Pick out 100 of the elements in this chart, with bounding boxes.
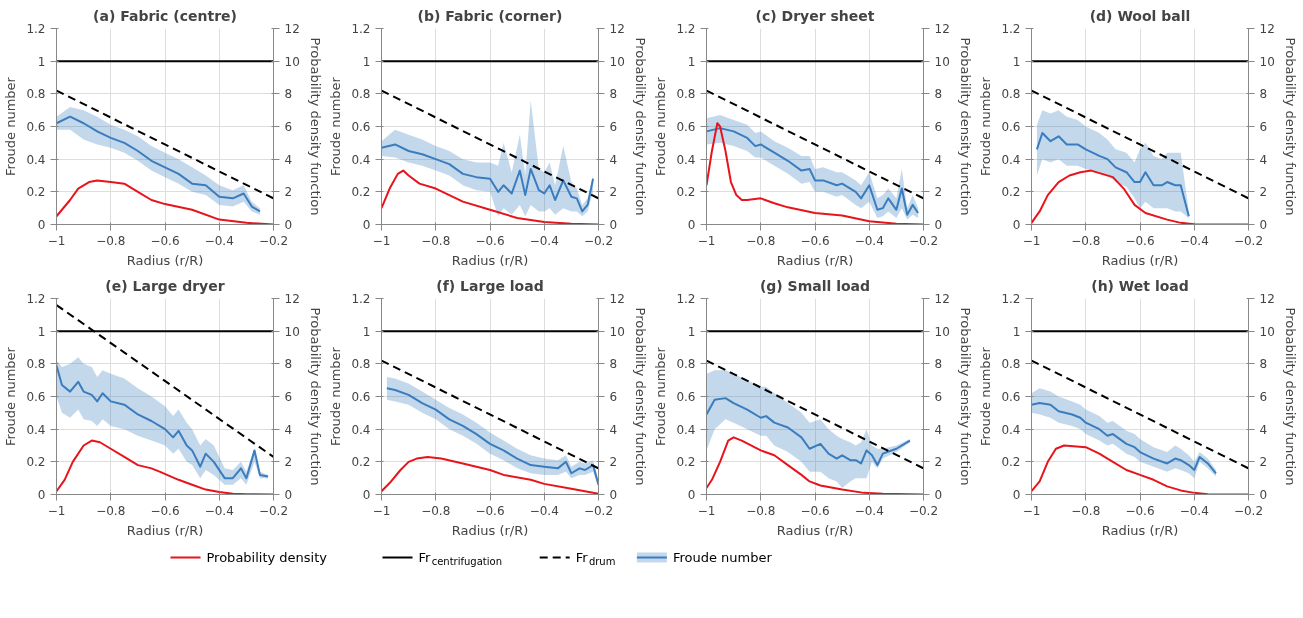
y-tick-label: 0.2 — [1001, 185, 1021, 200]
chart-title: (c) Dryer sheet — [755, 7, 875, 24]
y-tick-label: 1 — [687, 54, 696, 69]
y-axis-title: Froude number — [653, 76, 669, 176]
y-tick-label: 0 — [37, 218, 46, 232]
x-tick-label: −0.4 — [204, 503, 234, 518]
y-tick-label: 0.2 — [26, 185, 46, 200]
y-tick-label: 0.6 — [676, 120, 696, 134]
x-tick-label: −0.4 — [529, 503, 559, 518]
chart-title: (g) Small load — [759, 277, 871, 294]
y2-tick-label: 10 — [284, 54, 300, 69]
y-axis-title: Froude number — [978, 76, 994, 176]
y-tick-label: 0.6 — [26, 390, 46, 404]
y2-tick-label: 6 — [284, 120, 293, 134]
y-tick-label: 1 — [362, 324, 371, 339]
x-tick-label: −0.8 — [421, 503, 451, 518]
x-tick-label: −0.2 — [908, 233, 939, 248]
y-tick-label: 0.6 — [1001, 390, 1021, 404]
x-tick-label: −0.2 — [258, 233, 289, 248]
y2-tick-label: 8 — [284, 357, 293, 372]
y-tick-label: 0 — [687, 488, 696, 502]
y-axis-title: Froude number — [328, 346, 344, 446]
y2-tick-label: 6 — [609, 390, 618, 404]
x-tick-label: −0.6 — [800, 233, 830, 248]
y2-tick-label: 6 — [609, 120, 618, 134]
y-tick-label: 0 — [37, 488, 46, 502]
y-tick-label: 0 — [687, 218, 696, 232]
y2-tick-label: 12 — [934, 292, 950, 306]
x-tick-label: −0.8 — [1071, 233, 1101, 248]
x-tick-label: −0.4 — [1179, 233, 1209, 248]
y-tick-label: 0.6 — [351, 390, 371, 404]
y2-tick-label: 10 — [1259, 324, 1275, 339]
y2-tick-label: 4 — [284, 152, 293, 167]
y-tick-label: 1.2 — [351, 22, 371, 36]
y-tick-label: 0.8 — [1001, 87, 1021, 102]
x-tick-label: −1 — [697, 503, 716, 518]
y-tick-label: 1.2 — [1001, 22, 1021, 36]
y2-tick-label: 4 — [609, 422, 618, 437]
y2-tick-label: 10 — [609, 324, 625, 339]
y2-axis-title: Probability density function — [1282, 37, 1298, 216]
y-tick-label: 0.2 — [351, 185, 371, 200]
y2-tick-label: 2 — [1259, 185, 1268, 200]
y-tick-label: 0.2 — [351, 455, 371, 470]
y2-tick-label: 0 — [934, 218, 943, 232]
y2-tick-label: 8 — [609, 357, 618, 372]
legend-label: Froude number — [672, 550, 773, 565]
y2-tick-label: 2 — [609, 185, 618, 200]
y2-tick-label: 6 — [284, 390, 293, 404]
x-tick-label: −0.2 — [583, 503, 614, 518]
y-tick-label: 0.4 — [26, 422, 46, 437]
y2-tick-label: 8 — [934, 87, 943, 102]
y-tick-label: 0 — [362, 488, 371, 502]
x-tick-label: −0.6 — [150, 233, 180, 248]
y-tick-label: 1 — [362, 54, 371, 69]
x-axis-title: Radius (r/R) — [451, 522, 529, 538]
x-tick-label: −0.8 — [746, 503, 776, 518]
x-axis-title: Radius (r/R) — [451, 252, 529, 268]
y2-tick-label: 10 — [609, 54, 625, 69]
y2-tick-label: 4 — [934, 422, 943, 437]
y-tick-label: 0.4 — [26, 152, 46, 167]
x-axis-title: Radius (r/R) — [1101, 252, 1179, 268]
chart-title: (d) Wool ball — [1089, 7, 1191, 24]
y2-tick-label: 12 — [609, 22, 625, 36]
y-axis-title: Froude number — [3, 76, 19, 176]
y2-tick-label: 8 — [284, 87, 293, 102]
y-axis-title: Froude number — [328, 76, 344, 176]
y2-tick-label: 12 — [1259, 22, 1275, 36]
y2-axis-title: Probability density function — [957, 37, 973, 216]
x-tick-label: −0.4 — [529, 233, 559, 248]
x-tick-label: −0.4 — [1179, 503, 1209, 518]
y2-tick-label: 8 — [1259, 87, 1268, 102]
x-axis-title: Radius (r/R) — [126, 252, 204, 268]
y-tick-label: 1.2 — [351, 292, 371, 306]
y2-tick-label: 6 — [1259, 120, 1268, 134]
x-tick-label: −1 — [697, 233, 716, 248]
y2-tick-label: 12 — [934, 22, 950, 36]
y-tick-label: 0.2 — [676, 455, 696, 470]
y-tick-label: 0.4 — [1001, 422, 1021, 437]
y-tick-label: 0.8 — [676, 87, 696, 102]
y-tick-label: 0.8 — [351, 87, 371, 102]
x-tick-label: −1 — [1022, 503, 1041, 518]
y-tick-label: 0 — [1012, 488, 1021, 502]
y2-tick-label: 10 — [934, 54, 950, 69]
y2-tick-label: 8 — [934, 357, 943, 372]
y-tick-label: 0.4 — [351, 422, 371, 437]
y2-tick-label: 4 — [1259, 422, 1268, 437]
x-tick-label: −0.2 — [908, 503, 939, 518]
y2-axis-title: Probability density function — [307, 37, 323, 216]
x-tick-label: −0.8 — [96, 233, 126, 248]
y-tick-label: 0.2 — [26, 455, 46, 470]
y-tick-label: 0.4 — [1001, 152, 1021, 167]
x-tick-label: −0.2 — [258, 503, 289, 518]
x-tick-label: −0.8 — [421, 233, 451, 248]
y2-tick-label: 6 — [934, 120, 943, 134]
chart-title: (a) Fabric (centre) — [93, 7, 237, 24]
y-tick-label: 1.2 — [676, 292, 696, 306]
x-tick-label: −0.6 — [475, 233, 505, 248]
y2-tick-label: 10 — [284, 324, 300, 339]
y2-axis-title: Probability density function — [957, 307, 973, 486]
y2-tick-label: 0 — [284, 488, 293, 502]
